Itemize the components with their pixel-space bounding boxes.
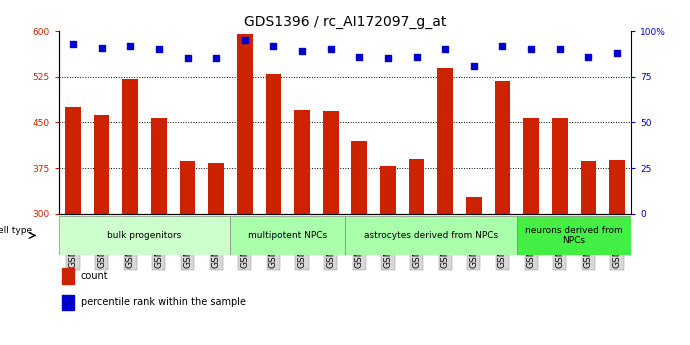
Point: [354, 54, 365, 59]
Text: neurons derived from
NPCs: neurons derived from NPCs: [525, 226, 623, 245]
Bar: [179, 161, 195, 214]
Point: [68, 41, 79, 47]
Text: multipotent NPCs: multipotent NPCs: [248, 231, 327, 240]
Point: [182, 56, 193, 61]
Bar: [609, 160, 625, 214]
Bar: [62, 295, 74, 310]
Bar: [266, 74, 282, 214]
Bar: [523, 118, 539, 214]
Bar: [59, 216, 230, 255]
Bar: [230, 216, 345, 255]
Point: [239, 37, 250, 43]
Point: [440, 47, 451, 52]
Bar: [517, 216, 631, 255]
Point: [125, 43, 136, 48]
Point: [297, 48, 308, 54]
Point: [268, 43, 279, 48]
Bar: [323, 111, 339, 214]
Point: [583, 54, 594, 59]
Bar: [380, 166, 396, 214]
Point: [497, 43, 508, 48]
Text: percentile rank within the sample: percentile rank within the sample: [81, 297, 246, 307]
Bar: [552, 118, 568, 214]
Point: [526, 47, 537, 52]
Bar: [122, 79, 138, 214]
Bar: [62, 268, 74, 284]
Point: [611, 50, 622, 56]
Text: cell type: cell type: [0, 226, 32, 235]
Bar: [408, 159, 424, 214]
Point: [554, 47, 565, 52]
Bar: [351, 141, 367, 214]
Point: [153, 47, 164, 52]
Text: astrocytes derived from NPCs: astrocytes derived from NPCs: [364, 231, 498, 240]
Point: [325, 47, 336, 52]
Bar: [237, 34, 253, 214]
Bar: [94, 115, 110, 214]
Bar: [294, 110, 310, 214]
Bar: [151, 118, 167, 214]
Point: [210, 56, 221, 61]
Text: bulk progenitors: bulk progenitors: [108, 231, 181, 240]
Bar: [437, 68, 453, 214]
Point: [382, 56, 393, 61]
Bar: [580, 161, 596, 214]
Point: [96, 45, 107, 50]
Bar: [466, 197, 482, 214]
Bar: [495, 81, 511, 214]
Bar: [208, 163, 224, 214]
Point: [411, 54, 422, 59]
Bar: [345, 216, 517, 255]
Bar: [65, 107, 81, 214]
Text: count: count: [81, 271, 108, 281]
Title: GDS1396 / rc_AI172097_g_at: GDS1396 / rc_AI172097_g_at: [244, 14, 446, 29]
Point: [469, 63, 480, 69]
